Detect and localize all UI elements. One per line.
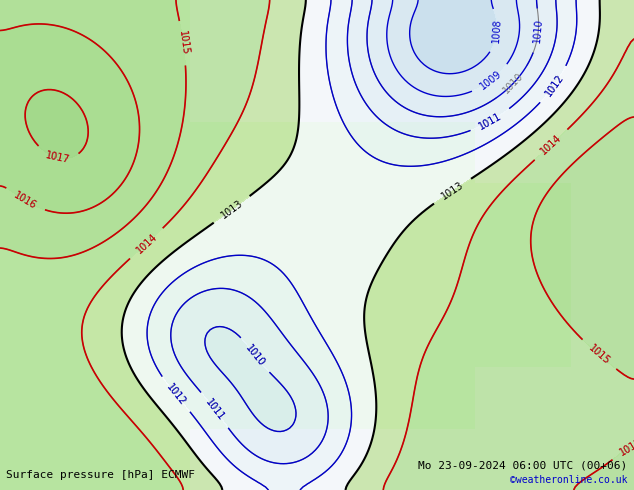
Text: 1010: 1010 — [243, 343, 266, 368]
Text: 1008: 1008 — [491, 18, 503, 44]
Text: 1016: 1016 — [12, 190, 38, 211]
Text: 1014: 1014 — [134, 231, 159, 255]
Text: 1015: 1015 — [618, 436, 634, 458]
Text: 1017: 1017 — [44, 150, 70, 165]
Text: 1015: 1015 — [176, 30, 190, 56]
Text: 1011: 1011 — [477, 111, 504, 131]
Text: 1015: 1015 — [176, 30, 190, 56]
Text: 1013: 1013 — [219, 198, 245, 221]
Text: 1016: 1016 — [12, 190, 38, 211]
Text: ©weatheronline.co.uk: ©weatheronline.co.uk — [510, 475, 628, 485]
Text: 1015: 1015 — [586, 343, 612, 367]
Text: 1012: 1012 — [543, 72, 566, 98]
Text: 1015: 1015 — [586, 343, 612, 367]
Text: 1010: 1010 — [501, 71, 526, 96]
Text: 1015: 1015 — [618, 436, 634, 458]
Text: Mo 23-09-2024 06:00 UTC (00+06): Mo 23-09-2024 06:00 UTC (00+06) — [418, 461, 628, 470]
Text: 1011: 1011 — [204, 397, 226, 423]
Text: 1011: 1011 — [204, 397, 226, 423]
Text: 1014: 1014 — [134, 231, 159, 255]
Text: 1013: 1013 — [439, 180, 465, 202]
Text: 1010: 1010 — [243, 343, 266, 368]
Text: 1009: 1009 — [479, 69, 504, 92]
Text: 1012: 1012 — [543, 72, 566, 98]
Text: 1012: 1012 — [164, 382, 188, 407]
Text: 1011: 1011 — [477, 111, 504, 131]
Text: Surface pressure [hPa] ECMWF: Surface pressure [hPa] ECMWF — [6, 470, 195, 480]
Text: 1014: 1014 — [539, 133, 564, 157]
Text: 1017: 1017 — [44, 150, 70, 165]
Text: 1012: 1012 — [164, 382, 188, 407]
Text: 1010: 1010 — [533, 18, 545, 44]
Text: 1014: 1014 — [539, 133, 564, 157]
